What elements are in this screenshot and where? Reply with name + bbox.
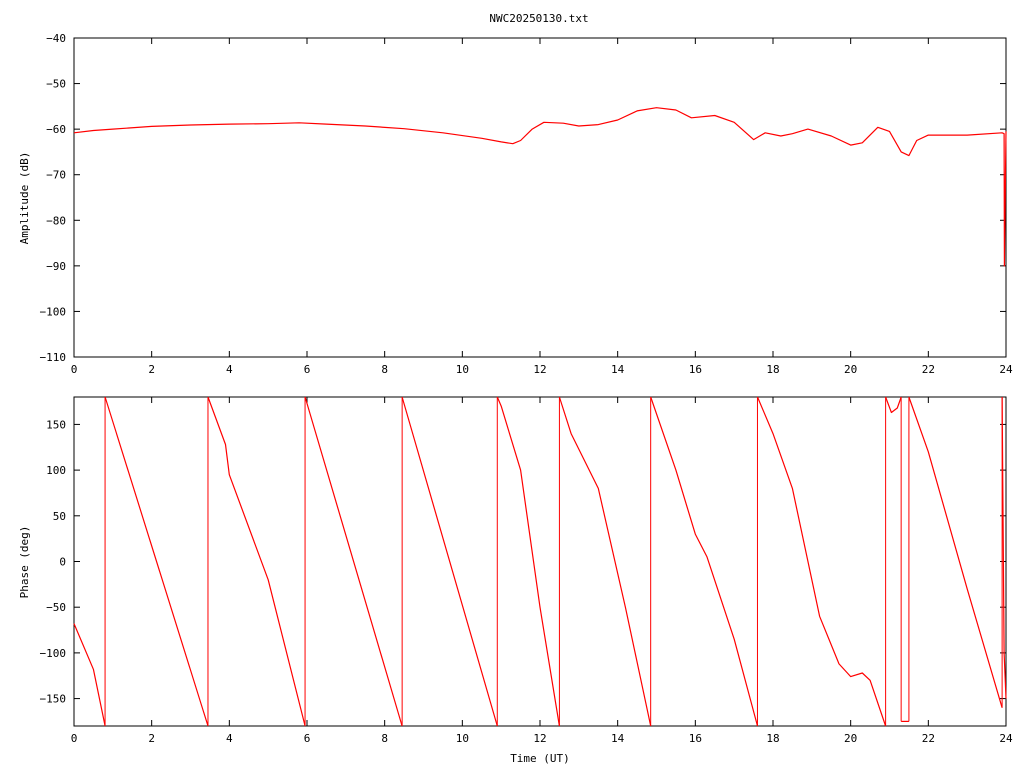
phase-ytick-label: 100 [46, 464, 66, 477]
amplitude-xtick-label: 6 [304, 363, 311, 376]
phase-xtick-label: 20 [844, 732, 857, 745]
phase-series-line-7 [650, 396, 759, 727]
phase-xtick-label: 0 [71, 732, 78, 745]
phase-axis-title: Phase (deg) [18, 526, 31, 599]
phase-series-line-12 [1001, 396, 1007, 699]
phase-xtick-label: 2 [148, 732, 155, 745]
amplitude-ytick-label: −50 [46, 78, 66, 91]
amplitude-xtick-label: 4 [226, 363, 233, 376]
chart-title: NWC20250130.txt [489, 12, 588, 25]
phase-ytick-label: 150 [46, 418, 66, 431]
amplitude-xtick-label: 10 [456, 363, 469, 376]
amplitude-xtick-label: 0 [71, 363, 78, 376]
phase-series-line-1 [104, 396, 209, 727]
phase-series-line-6 [558, 396, 652, 727]
amplitude-xtick-label: 22 [922, 363, 935, 376]
phase-xtick-label: 10 [456, 732, 469, 745]
amplitude-xtick-label: 2 [148, 363, 155, 376]
amplitude-xtick-label: 20 [844, 363, 857, 376]
amplitude-xtick-label: 16 [689, 363, 702, 376]
phase-xtick-label: 18 [766, 732, 779, 745]
phase-series-line-11 [908, 396, 1003, 708]
phase-ytick-label: −150 [40, 693, 67, 706]
phase-xtick-label: 6 [304, 732, 311, 745]
phase-ytick-label: 50 [53, 510, 66, 523]
phase-ytick-label: 0 [59, 556, 66, 569]
phase-ytick-label: −100 [40, 647, 67, 660]
amplitude-ytick-label: −90 [46, 260, 66, 273]
amplitude-axis-title: Amplitude (dB) [18, 152, 31, 245]
amplitude-ytick-label: −100 [40, 305, 67, 318]
amplitude-panel: Amplitude (dB) 0 2 4 6 8 10 12 14 16 18 20 22 24−110… [18, 32, 1013, 376]
amplitude-ytick-label: −70 [46, 169, 66, 182]
amplitude-xtick-label: 18 [766, 363, 779, 376]
amplitude-ytick-label: −110 [40, 351, 67, 364]
phase-xtick-label: 22 [922, 732, 935, 745]
phase-series [73, 396, 1007, 727]
phase-xtick-label: 12 [533, 732, 546, 745]
amplitude-xtick-label: 12 [533, 363, 546, 376]
phase-series-line-4 [401, 396, 498, 727]
phase-series-line-2 [207, 396, 306, 727]
phase-series-line-8 [756, 396, 887, 727]
amplitude-ticks: 0 2 4 6 8 10 12 14 16 18 20 22 24−110−100−90−80−70−6… [40, 32, 1013, 376]
phase-xtick-label: 8 [381, 732, 388, 745]
phase-xtick-label: 24 [999, 732, 1013, 745]
phase-ytick-label: −50 [46, 601, 66, 614]
amplitude-series [73, 107, 1007, 267]
phase-series-line-9 [885, 396, 902, 414]
phase-series-line-0 [73, 623, 106, 727]
phase-ticks: 0 2 4 6 8 10 12 14 16 18 20 22 24−150−100−5005010015… [40, 397, 1013, 745]
phase-series-line-3 [304, 396, 403, 727]
phase-xtick-label: 14 [611, 732, 625, 745]
phase-series-line-5 [496, 396, 560, 727]
phase-panel: Phase (deg) Time (UT) 0 2 4 6 8 10 12 14 16 18 20 2… [18, 396, 1013, 765]
amplitude-plot-frame [73, 37, 1007, 358]
amplitude-xtick-label: 14 [611, 363, 625, 376]
amplitude-ytick-label: −60 [46, 123, 66, 136]
phase-xtick-label: 4 [226, 732, 233, 745]
amplitude-xtick-label: 24 [999, 363, 1013, 376]
amplitude-ytick-label: −40 [46, 32, 66, 45]
phase-xtick-label: 16 [689, 732, 702, 745]
amplitude-xtick-label: 8 [381, 363, 388, 376]
amplitude-series-line-0 [73, 107, 1007, 267]
time-axis-title: Time (UT) [510, 752, 570, 765]
amplitude-ytick-label: −80 [46, 214, 66, 227]
